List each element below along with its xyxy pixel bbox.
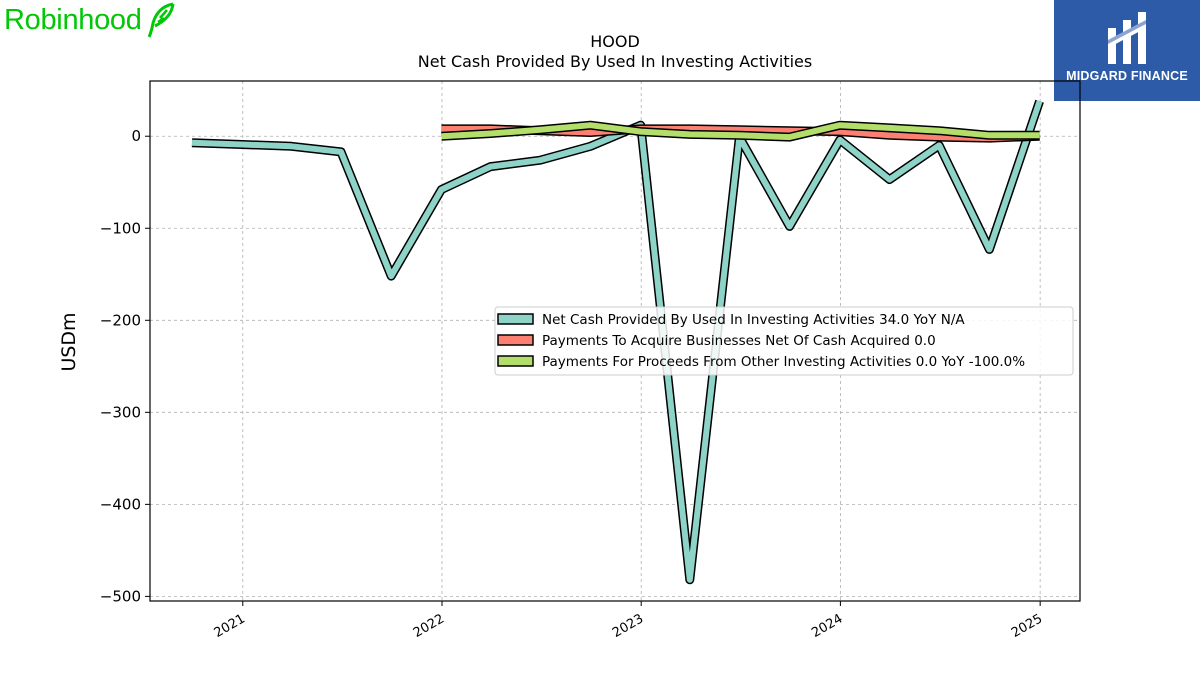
legend-label: Payments For Proceeds From Other Investi… [542,354,1025,370]
x-tick-label: 2025 [1009,611,1045,641]
feather-icon [147,2,175,38]
plot-area-frame [149,80,1081,602]
legend-swatch [497,355,534,367]
midgard-finance-logo: MIDGARD FINANCE [1054,0,1200,101]
robinhood-logo: Robinhood [4,2,176,38]
legend-box [494,306,1074,376]
y-tick-label: −500 [100,587,141,605]
legend-label: Net Cash Provided By Used In Investing A… [542,312,965,328]
legend-swatch [497,334,534,346]
y-tick-label: −200 [100,311,141,329]
y-tick-label: −100 [100,219,141,237]
series-lines [191,99,1044,585]
legend-swatch [497,313,534,325]
series-3 [441,120,1040,142]
x-axis: 2021 2022 2023 2024 2025 [212,601,1045,641]
legend-label: Payments To Acquire Businesses Net Of Ca… [542,333,936,349]
series-line [191,100,1043,583]
midgard-logo-icon [1108,12,1146,64]
chart-title: HOOD [590,32,640,51]
x-tick-label: 2023 [610,611,646,641]
midgard-name: MIDGARD FINANCE [1066,69,1188,83]
x-tick-label: 2024 [809,611,845,641]
chart-subtitle: Net Cash Provided By Used In Investing A… [418,52,812,71]
y-axis: 0 −100 −200 −300 −400 −500 [100,127,150,605]
x-tick-label: 2022 [411,611,447,641]
legend: Net Cash Provided By Used In Investing A… [494,306,1074,376]
x-tick-label: 2021 [212,611,248,641]
y-tick-label: −400 [100,495,141,513]
y-tick-label: 0 [131,127,141,145]
y-axis-label: USDm [58,312,80,371]
y-tick-label: −300 [100,403,141,421]
brand-name: Robinhood [4,3,142,36]
series-1 [191,99,1044,585]
